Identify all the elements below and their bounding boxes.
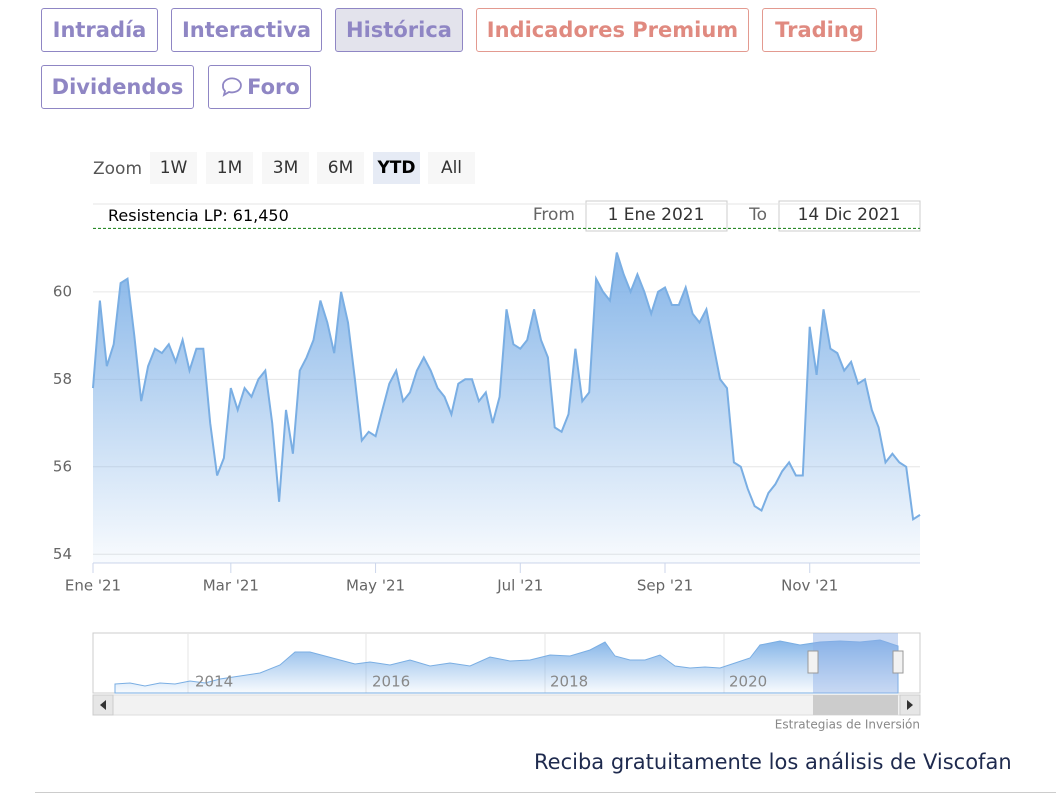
y-tick-label: 60 [53,282,72,300]
zoom-label: Zoom [93,159,142,179]
navigator-mask[interactable] [813,633,898,693]
forum-icon [222,77,242,97]
zoom-button[interactable] [150,152,197,184]
tab-label: Indicadores Premium [486,18,739,42]
x-tick-label: Jul '21 [496,577,543,595]
navigator-label: 2016 [372,673,410,691]
from-input[interactable] [585,200,728,232]
from-value: 1 Ene 2021 [608,205,705,225]
zoom-button-label: All [441,158,462,178]
tab-label: Foro [247,75,300,99]
scrollbar-thumb[interactable] [813,695,898,715]
divider [35,792,1056,793]
area-line [92,252,921,521]
tab-label: Intradía [52,18,147,42]
zoom-button-label: 6M [328,158,353,178]
arrow-icon [907,700,913,710]
zoom-button-label: 1M [217,158,242,178]
zoom-button[interactable] [317,152,364,184]
zoom-button[interactable] [373,152,420,184]
zoom-button[interactable] [206,152,253,184]
navigator [92,632,921,716]
x-tick-label: Mar '21 [203,577,259,595]
credits[interactable]: Estrategias de Inversión [775,718,920,732]
tab-label: Trading [775,18,864,42]
zoom-button-label: 3M [273,158,298,178]
to-input[interactable] [778,200,921,232]
tab-label: Dividendos [51,75,184,99]
resistance-label: Resistencia LP: 61,450 [108,206,289,225]
x-tick-label: May '21 [346,577,405,595]
zoom-button[interactable] [262,152,309,184]
scrollbar-track[interactable] [92,694,921,716]
tab[interactable]: Dividendos [41,65,194,109]
tab-label: Interactiva [181,18,312,42]
y-tick-label: 54 [53,545,72,563]
y-tick-label: 56 [53,457,72,475]
navigator-label: 2018 [550,673,588,691]
tab[interactable]: Interactiva [171,8,322,52]
navigator-series [114,639,899,694]
tab[interactable]: Foro [208,65,311,109]
x-tick-label: Sep '21 [637,577,693,595]
arrow-icon [100,700,106,710]
tab[interactable]: Intradía [41,8,158,52]
area-fill [93,252,920,563]
navigator-handle[interactable] [807,650,819,674]
tab-label: Histórica [346,18,452,42]
zoom-button-label: 1W [160,158,188,178]
zoom-button[interactable] [428,152,475,184]
x-tick-label: Nov '21 [781,577,838,595]
to-label: To [748,205,767,225]
tab[interactable]: Histórica [335,8,463,52]
footer-text[interactable]: Reciba gratuitamente los análisis de Vis… [534,750,1012,774]
y-tick-label: 58 [53,370,72,388]
tab[interactable]: Indicadores Premium [476,8,749,52]
tab[interactable]: Trading [762,8,877,52]
to-value: 14 Dic 2021 [798,205,901,225]
navigator-handle[interactable] [892,650,904,674]
navigator-label: 2020 [729,673,767,691]
x-tick-label: Ene '21 [65,577,121,595]
zoom-button-label: YTD [376,158,415,178]
navigator-label: 2014 [195,673,233,691]
from-label: From [533,205,575,225]
